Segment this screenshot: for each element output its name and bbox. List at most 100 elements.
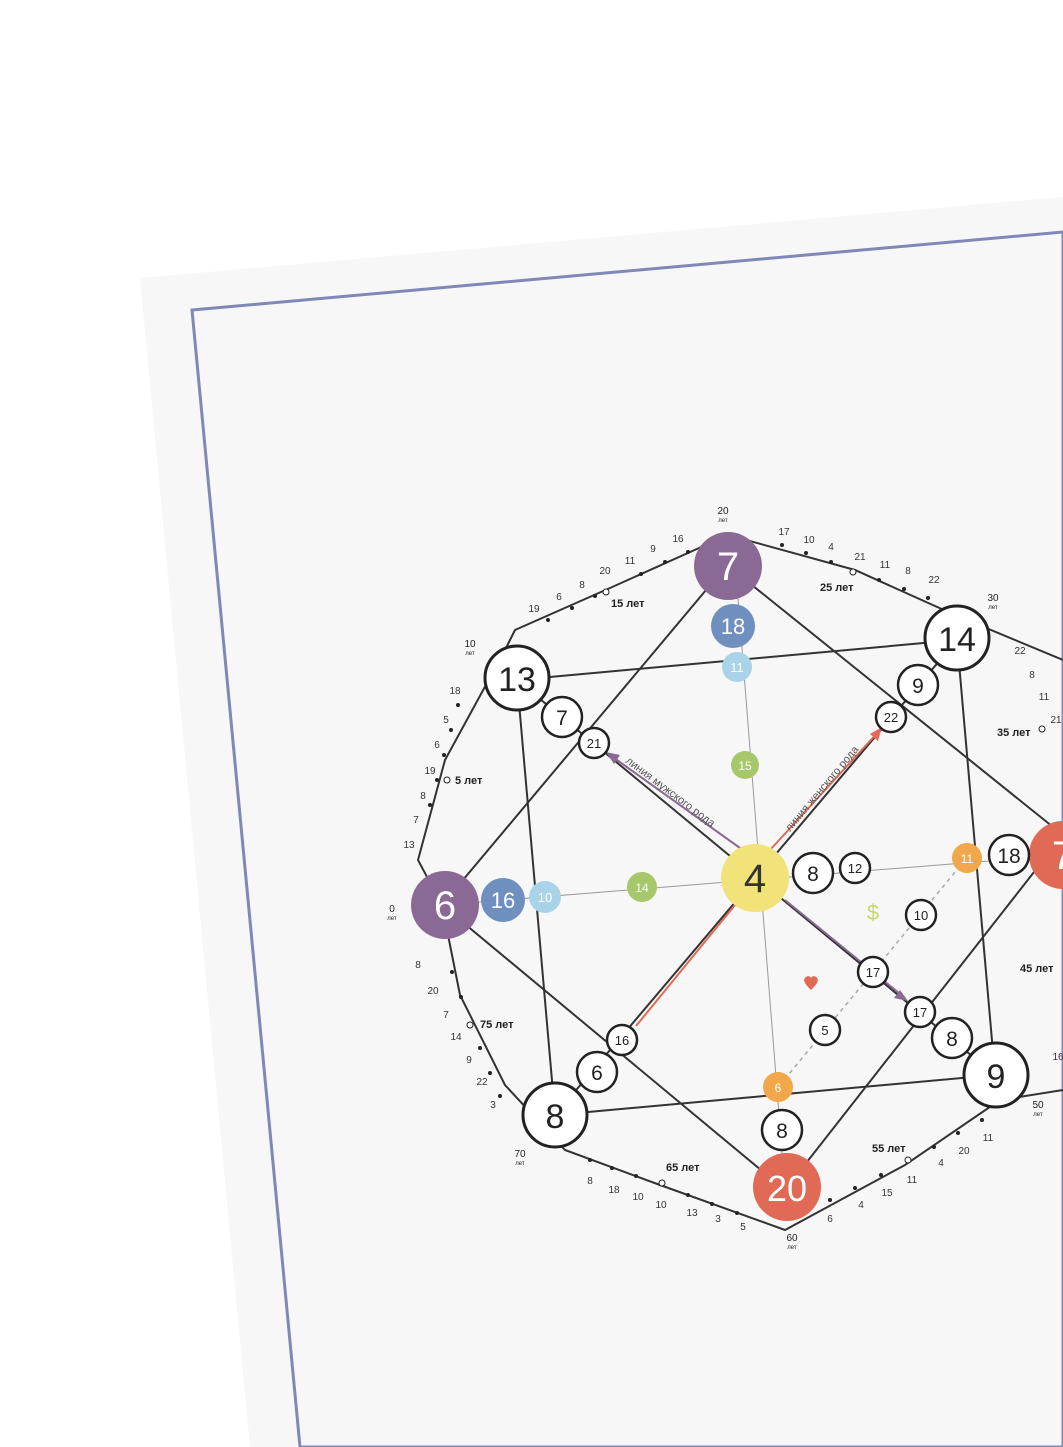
node-left-3: 14 — [627, 872, 657, 902]
svg-text:7: 7 — [413, 815, 419, 826]
svg-text:20: 20 — [717, 506, 729, 517]
svg-text:8: 8 — [415, 960, 421, 971]
node-right: 7 — [1029, 821, 1063, 889]
node-center-right-2: 12 — [838, 851, 872, 885]
svg-text:70: 70 — [514, 1149, 526, 1160]
svg-text:3: 3 — [715, 1214, 721, 1225]
node-top-1: 18 — [711, 604, 755, 648]
svg-text:5 лет: 5 лет — [455, 775, 483, 787]
svg-text:11: 11 — [983, 1133, 994, 1144]
svg-text:35 лет: 35 лет — [997, 727, 1031, 739]
svg-text:65 лет: 65 лет — [666, 1162, 700, 1174]
svg-text:11: 11 — [730, 660, 744, 675]
svg-text:15: 15 — [738, 759, 752, 773]
node-right-2: 18 — [987, 833, 1031, 877]
node-bl-2: 16 — [605, 1023, 639, 1057]
svg-text:21: 21 — [587, 736, 601, 751]
svg-text:22: 22 — [928, 575, 940, 586]
svg-text:5: 5 — [740, 1222, 746, 1233]
node-br-1: 8 — [930, 1016, 974, 1060]
svg-text:12: 12 — [848, 861, 862, 876]
svg-text:14: 14 — [938, 621, 976, 659]
svg-text:10: 10 — [655, 1200, 667, 1211]
node-center-right-1: 8 — [791, 851, 835, 895]
node-bottom: 20 — [753, 1153, 821, 1221]
svg-text:45 лет: 45 лет — [1020, 963, 1054, 975]
svg-text:10: 10 — [914, 908, 928, 923]
svg-text:21: 21 — [1050, 715, 1062, 726]
svg-text:6: 6 — [556, 592, 562, 603]
svg-text:30: 30 — [987, 593, 999, 604]
svg-text:7: 7 — [717, 545, 739, 589]
svg-text:лет: лет — [465, 651, 475, 657]
svg-text:8: 8 — [420, 791, 426, 802]
svg-text:3: 3 — [490, 1100, 496, 1111]
svg-text:11: 11 — [625, 556, 636, 567]
svg-text:11: 11 — [961, 852, 974, 866]
svg-text:16: 16 — [615, 1033, 629, 1048]
svg-text:50: 50 — [1032, 1100, 1044, 1111]
svg-text:11: 11 — [880, 560, 891, 571]
female-arrowhead — [870, 727, 882, 741]
heart-icon — [804, 976, 818, 990]
svg-text:55 лет: 55 лет — [872, 1143, 906, 1155]
svg-text:4: 4 — [938, 1158, 944, 1169]
node-corner-br: 9 — [962, 1041, 1030, 1109]
svg-text:10: 10 — [803, 535, 815, 546]
svg-text:6: 6 — [591, 1062, 603, 1085]
svg-text:10: 10 — [464, 639, 476, 650]
svg-text:8: 8 — [946, 1028, 958, 1051]
svg-text:4: 4 — [744, 857, 766, 901]
svg-text:17: 17 — [913, 1005, 927, 1020]
svg-text:18: 18 — [997, 845, 1020, 868]
svg-text:18: 18 — [449, 686, 461, 697]
svg-text:6: 6 — [775, 1081, 782, 1095]
svg-text:9: 9 — [912, 675, 924, 698]
node-top-3: 15 — [731, 751, 759, 779]
svg-text:13: 13 — [498, 661, 536, 699]
svg-text:9: 9 — [650, 544, 656, 555]
svg-text:лет: лет — [787, 1245, 797, 1251]
svg-text:лет: лет — [1033, 1112, 1043, 1118]
node-corner-tr: 14 — [923, 604, 991, 672]
svg-text:18: 18 — [721, 614, 745, 639]
svg-text:лет: лет — [718, 518, 728, 524]
paper-frame — [190, 230, 1063, 1447]
svg-text:15: 15 — [881, 1188, 893, 1199]
svg-text:21: 21 — [854, 552, 866, 563]
node-corner-tl: 13 — [483, 644, 551, 712]
svg-text:19: 19 — [424, 766, 436, 777]
node-left-1: 16 — [481, 878, 525, 922]
node-money-1: 10 — [904, 898, 938, 932]
svg-text:11: 11 — [907, 1175, 918, 1186]
svg-text:7: 7 — [443, 1010, 449, 1021]
male-arrowhead-down — [894, 990, 908, 1001]
svg-text:8: 8 — [579, 580, 585, 591]
svg-text:7: 7 — [556, 707, 568, 730]
svg-text:20: 20 — [767, 1168, 807, 1209]
svg-text:22: 22 — [884, 710, 898, 725]
svg-text:8: 8 — [587, 1176, 593, 1187]
node-top: 7 — [694, 532, 762, 600]
node-corner-bl: 8 — [521, 1081, 589, 1149]
node-left: 6 — [411, 871, 479, 939]
svg-text:22: 22 — [476, 1077, 488, 1088]
svg-text:7: 7 — [1052, 834, 1063, 878]
node-bottom-2: 8 — [760, 1108, 804, 1152]
svg-text:19: 19 — [528, 604, 540, 615]
svg-text:16: 16 — [672, 534, 684, 545]
svg-text:лет: лет — [515, 1161, 525, 1167]
svg-text:75 лет: 75 лет — [480, 1019, 514, 1031]
svg-text:5: 5 — [821, 1023, 828, 1038]
node-bottom-1: 6 — [763, 1072, 793, 1102]
node-tl-2: 21 — [577, 726, 611, 760]
node-bl-1: 6 — [575, 1050, 619, 1094]
svg-text:10: 10 — [632, 1192, 644, 1203]
node-left-2: 10 — [529, 881, 561, 913]
svg-text:17: 17 — [866, 965, 880, 980]
svg-text:8: 8 — [1029, 670, 1035, 681]
perimeter-numbers: 18 5 6 19 8 7 13 19 6 8 20 11 9 16 17 10… — [403, 527, 1063, 1233]
node-tr-2: 22 — [874, 700, 908, 734]
dollar-icon: $ — [867, 900, 879, 925]
